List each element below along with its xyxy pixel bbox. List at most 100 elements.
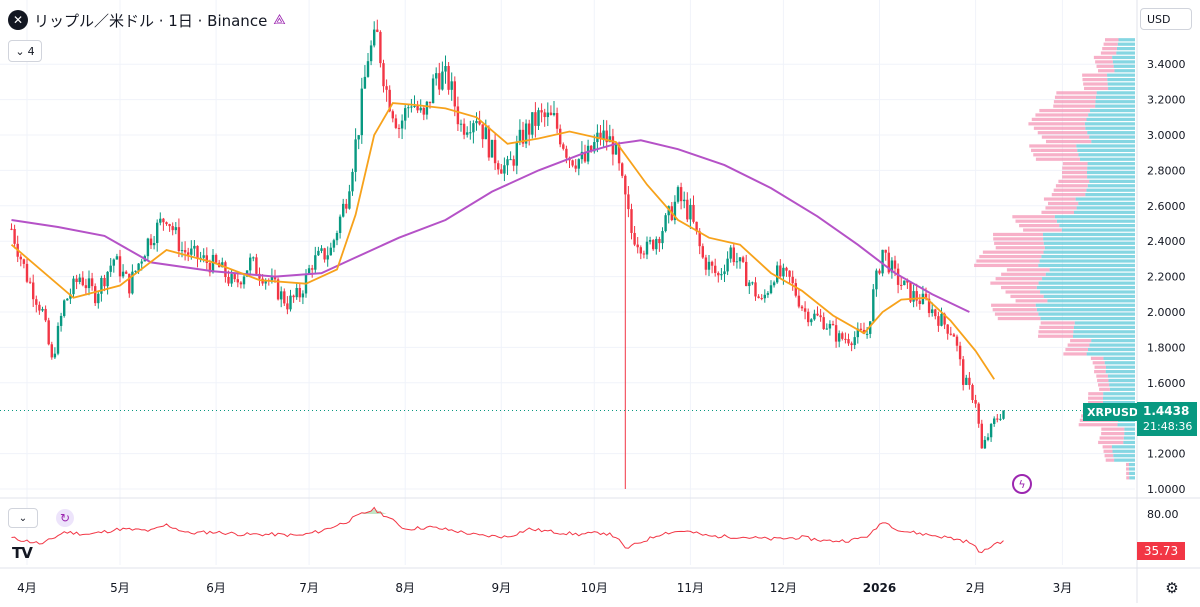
candle-up [828,323,832,329]
rsi-pane-toggle-button[interactable]: ⌄ [8,508,38,528]
candle-down [128,273,131,294]
candle-up [180,250,184,252]
candle-up [366,61,370,77]
candle-down [627,194,630,210]
volume-profile-bar-up [1109,387,1135,391]
candle-up [264,280,267,284]
price-axis: 3.4000 3.2000 3.0000 2.8000 2.6000 2.4000 2.20… [1147,58,1186,496]
candle-down [44,308,47,321]
price-tick-label: 3.0000 [1147,129,1186,142]
candle-down [915,291,918,301]
candle-up [295,287,298,298]
volume-profile-bar-down [1126,476,1130,480]
candle-up [931,309,934,314]
candle-up [425,101,429,115]
volume-profile-bar-up [1124,427,1135,431]
volume-profile-bar-down [1078,423,1118,427]
candle-down [980,423,983,449]
candle-down [850,343,853,346]
volume-profile-bar-up [1103,396,1135,400]
candle-up [515,142,518,166]
candle-up [580,151,584,160]
candle-down [621,163,624,176]
volume-profile-bar-down [1015,299,1048,303]
candle-down [834,325,838,342]
sync-icon[interactable]: ↻ [56,509,74,527]
candles [10,19,1005,489]
currency-button[interactable]: USD [1140,8,1192,30]
candle-down [183,250,187,253]
flash-icon[interactable]: ϟ [1012,474,1032,494]
volume-profile-bar-down [1126,467,1130,471]
volume-profile-bar-up [1129,471,1135,476]
candle-up [450,81,453,90]
rsi-overbought-fill [361,509,387,514]
candle-down [500,169,503,174]
candle-up [249,257,252,271]
candle-up [419,107,422,111]
candle-up [875,270,878,290]
candle-down [549,112,553,116]
volume-profile-bar-down [993,232,1044,237]
candle-down [807,311,810,323]
candle-up [360,88,363,136]
candle-up [751,282,754,284]
candle-down [679,187,683,202]
volume-profile-bar-down [1012,215,1055,219]
rsi-line [11,506,1004,554]
volume-profile-bar-down [976,259,1040,263]
candle-up [856,328,859,338]
volume-profile-bar-down [1105,458,1115,462]
candle-up [748,282,751,287]
volume-profile-bar-down [1097,378,1109,383]
volume-profile-bar-up [1089,343,1135,347]
volume-profile-bar-down [1062,175,1088,179]
volume-profile-bar-down [1045,206,1077,210]
candle-down [171,226,174,231]
candle-down [583,151,587,162]
candle-down [692,204,695,222]
network-icon[interactable]: ⟁ [273,12,286,28]
volume-profile-bar-up [1113,454,1135,458]
volume-profile-bar-up [1089,135,1135,139]
candle-up [332,240,336,248]
volume-profile-bar-down [994,241,1044,245]
time-tick-label: 2026 [863,581,896,595]
candle-down [800,306,804,309]
volume-profile-bar-down [1104,454,1114,458]
candle-down [878,270,881,274]
candle-up [940,313,943,326]
price-tick-label: 1.0000 [1147,483,1186,496]
volume-profile-bar-down [1031,148,1078,152]
volume-profile-bar-up [1086,352,1135,356]
candle-down [698,231,701,247]
volume-profile-bar-up [1091,139,1135,144]
candle-down [937,316,940,326]
title-bar[interactable]: ✕ リップル／米ドル · 1日 · Binance ⟁ [8,8,286,32]
indicator-toggle-button[interactable]: ⌄ 4 [8,40,42,62]
volume-profile-bar-up [1047,299,1135,303]
volume-profile-bar-down [1070,339,1092,343]
candle-down [574,165,577,169]
candle-down [25,263,29,282]
candle-down [605,130,608,143]
volume-profile-bar-down [1005,290,1041,294]
volume-profile-bar-down [1098,440,1124,445]
volume-profile-bar-up [1087,162,1135,166]
volume-profile-bar-down [1090,356,1104,360]
volume-profile-bar-down [1040,321,1075,325]
volume-profile-bar-up [1045,272,1135,276]
candle-down [952,334,956,337]
candle-down [630,209,633,233]
candle-down [599,132,602,139]
volume-profile-bar-up [1078,201,1135,206]
candle-up [134,270,137,272]
volume-profile-bar-down [1102,47,1117,51]
gear-icon[interactable]: ⚙ [1165,579,1179,597]
candle-down [844,338,847,340]
candle-up [475,120,478,124]
candle-down [75,278,78,282]
candle-up [738,257,742,262]
time-axis: 4月 5月 6月 7月 8月 9月 10月 11月 12月 2026 2月 3月 [17,581,1072,595]
